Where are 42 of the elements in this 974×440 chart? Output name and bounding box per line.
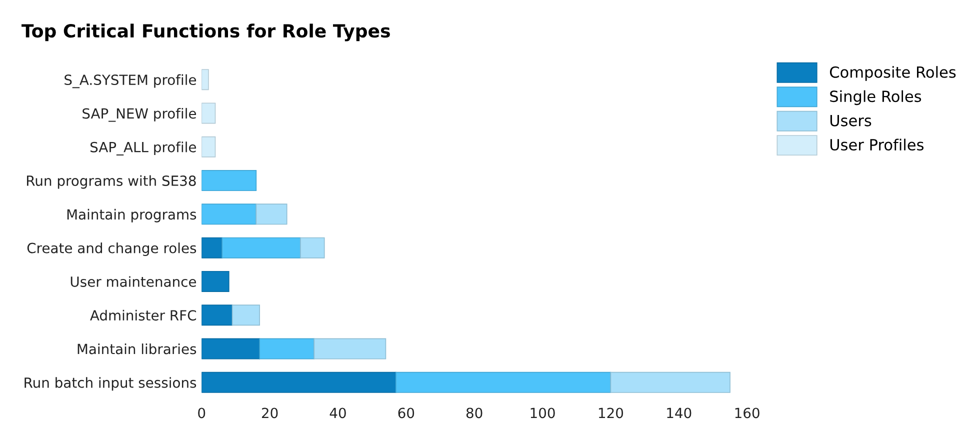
y-tick-label: Administer RFC	[90, 310, 196, 321]
y-tick-label: Run programs with SE38	[27, 175, 196, 189]
bar	[202, 237, 222, 258]
bar	[202, 102, 216, 124]
bar	[396, 372, 612, 393]
bar	[202, 270, 230, 292]
bar	[202, 338, 260, 360]
x-tick-label: 140	[667, 408, 692, 418]
bar	[259, 338, 315, 360]
y-tick-label: Maintain libraries	[78, 343, 196, 354]
x-tick-label: 120	[598, 408, 624, 418]
legend-label: Composite Roles	[830, 66, 956, 81]
bar	[314, 338, 386, 360]
x-tick-label: 20	[262, 408, 278, 418]
bar	[202, 204, 257, 225]
bar	[610, 372, 730, 393]
legend-label: Users	[830, 114, 872, 126]
y-tick-label: User maintenance	[70, 276, 196, 287]
x-tick-label: 40	[330, 408, 346, 418]
y-tick-label: Run batch input sessions	[24, 377, 196, 391]
bar	[202, 170, 257, 192]
bar	[202, 69, 209, 90]
bar	[202, 304, 233, 326]
bar	[232, 304, 260, 326]
legend-label: Single Roles	[830, 90, 922, 106]
x-tick-label: 80	[466, 408, 482, 418]
y-tick-label: Maintain programs	[67, 208, 196, 222]
bar	[256, 204, 288, 225]
bar	[222, 237, 301, 258]
bar	[300, 237, 325, 258]
y-tick-label: S_A.SYSTEM profile	[64, 74, 196, 88]
x-tick-label: 0	[198, 408, 206, 418]
x-tick-label: 160	[735, 408, 760, 418]
x-tick-label: 100	[530, 408, 555, 418]
y-tick-label: SAP_ALL profile	[90, 142, 196, 156]
y-tick-label: SAP_NEW profile	[82, 108, 196, 122]
y-tick-label: Create and change roles	[27, 242, 196, 256]
chart-title: Top Critical Functions for Role Types	[22, 24, 390, 42]
legend-label: User Profiles	[830, 138, 924, 151]
bar	[202, 372, 396, 393]
x-tick-label: 60	[398, 408, 414, 418]
bar	[202, 136, 216, 158]
